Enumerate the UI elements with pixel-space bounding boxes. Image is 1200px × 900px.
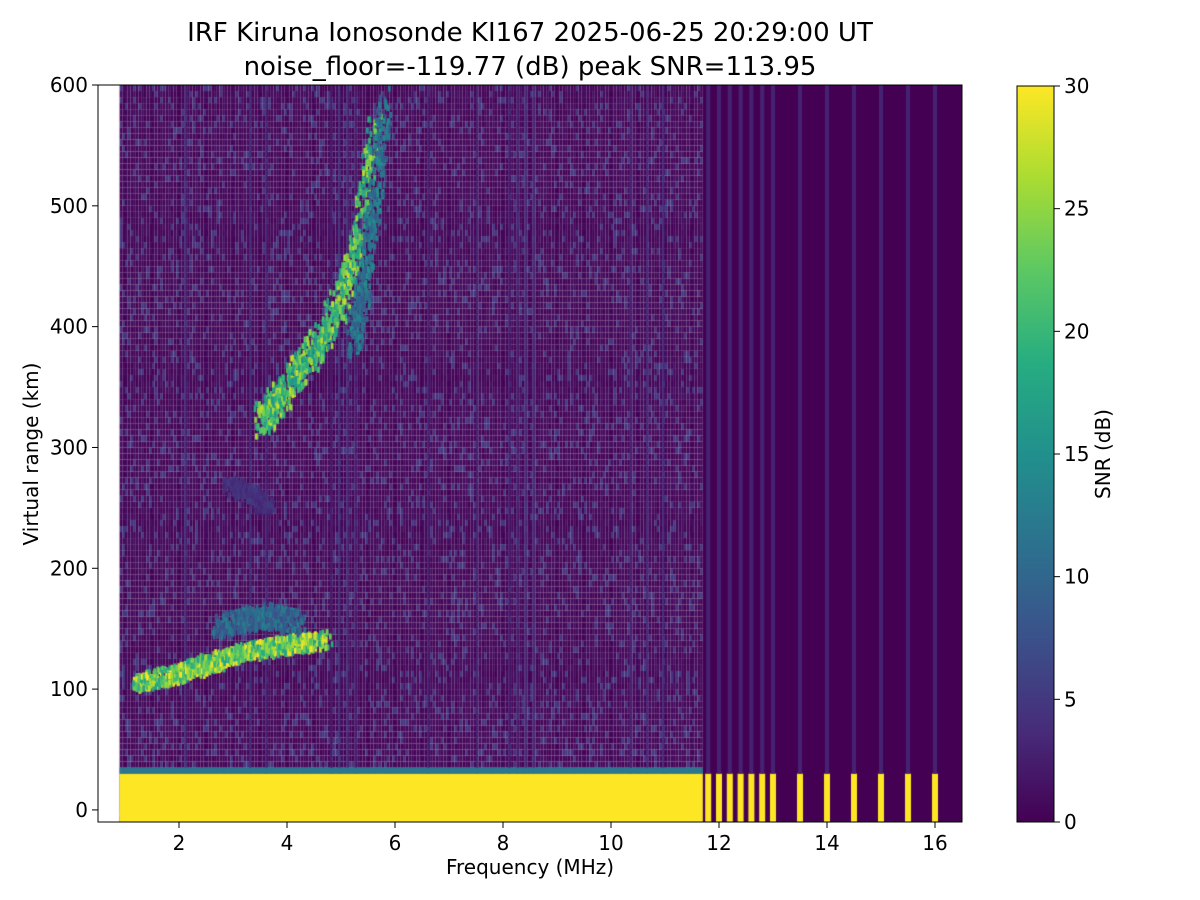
colorbar-tick-label: 10	[1064, 565, 1089, 589]
x-tick-label: 16	[922, 831, 947, 855]
x-tick-label: 12	[706, 831, 731, 855]
snr-heatmap	[98, 85, 962, 822]
colorbar-tick-label: 25	[1064, 197, 1089, 221]
colorbar-tick-label: 20	[1064, 319, 1089, 343]
y-axis: 0 100 200 300 400 500 600	[50, 73, 98, 822]
chart-title: IRF Kiruna Ionosonde KI167 2025-06-25 20…	[187, 18, 873, 48]
y-tick-label: 400	[50, 315, 88, 339]
x-axis: 2 4 6 8 10 12 14 16	[173, 822, 948, 855]
x-tick-label: 14	[814, 831, 839, 855]
y-tick-label: 200	[50, 556, 88, 580]
x-tick-label: 8	[497, 831, 510, 855]
x-tick-label: 10	[598, 831, 623, 855]
y-tick-label: 600	[50, 73, 88, 97]
y-tick-label: 500	[50, 194, 88, 218]
y-tick-label: 100	[50, 677, 88, 701]
x-tick-label: 2	[173, 831, 186, 855]
y-tick-label: 300	[50, 435, 88, 459]
chart-subtitle: noise_floor=-119.77 (dB) peak SNR=113.95	[243, 52, 817, 82]
x-axis-label: Frequency (MHz)	[446, 855, 614, 879]
colorbar-scale	[1016, 85, 1055, 823]
colorbar-tick-label: 0	[1064, 810, 1077, 834]
x-tick-label: 6	[389, 831, 402, 855]
colorbar: 0 5 10 15 20 25 30 SNR (dB)	[1016, 74, 1115, 834]
y-axis-label: Virtual range (km)	[19, 363, 43, 546]
colorbar-tick-label: 15	[1064, 442, 1089, 466]
colorbar-tick-label: 30	[1064, 74, 1089, 98]
colorbar-label: SNR (dB)	[1091, 409, 1115, 499]
colorbar-tick-label: 5	[1064, 687, 1077, 711]
heatmap-area	[98, 85, 962, 822]
x-tick-label: 4	[281, 831, 294, 855]
plot-frame	[97, 84, 963, 823]
y-tick-label: 0	[75, 798, 88, 822]
colorbar-ticks: 0 5 10 15 20 25 30	[1054, 74, 1089, 834]
